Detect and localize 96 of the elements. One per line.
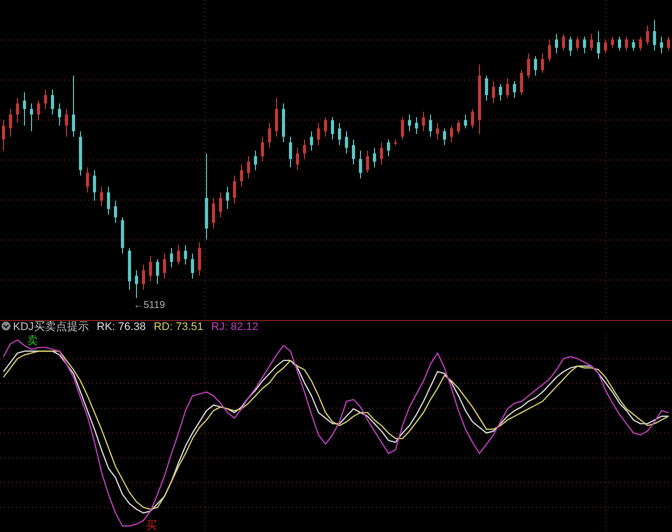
candlestick <box>246 156 250 179</box>
candlestick <box>218 192 222 218</box>
candlestick <box>604 38 608 54</box>
candlestick <box>526 52 530 79</box>
candlestick <box>86 166 90 193</box>
candlestick <box>338 122 342 146</box>
candlestick <box>16 97 20 124</box>
candlestick <box>660 36 664 54</box>
candlestick <box>106 186 110 216</box>
candlestick <box>288 136 292 168</box>
candlestick <box>520 70 524 96</box>
candlestick <box>170 247 174 268</box>
text: RD: 73.51 <box>154 321 204 333</box>
candlestick <box>260 136 264 162</box>
candlestick <box>2 120 6 152</box>
candlestick <box>176 244 180 266</box>
candlestick <box>316 122 320 146</box>
candlestick <box>428 114 432 138</box>
candlestick <box>568 36 572 57</box>
candlestick <box>540 52 544 74</box>
candlestick <box>470 108 474 129</box>
candlestick <box>64 108 68 138</box>
annotation: 卖 <box>27 334 38 348</box>
candlestick <box>408 114 412 132</box>
candlestick <box>226 186 230 210</box>
candlestick <box>344 130 348 154</box>
candlestick <box>450 125 454 143</box>
candlestick <box>512 80 516 98</box>
candlestick <box>274 97 278 138</box>
candlestick <box>464 114 468 129</box>
text: RK: 76.38 <box>96 321 146 333</box>
candlestick <box>352 139 356 166</box>
candlestick <box>142 264 146 290</box>
candlestick <box>548 38 552 62</box>
candlestick <box>358 150 362 179</box>
candlestick <box>268 122 272 148</box>
candlestick <box>442 128 446 146</box>
candlestick <box>8 108 12 138</box>
candlestick <box>618 36 622 52</box>
candlestick <box>36 100 40 121</box>
candlestick <box>184 244 188 266</box>
candlestick <box>240 164 244 188</box>
text: RJ: 82.12 <box>211 321 258 333</box>
candlestick <box>562 33 566 52</box>
chart-title: KDJ买卖点提示 <box>13 320 89 333</box>
candlestick <box>156 258 160 285</box>
candlestick <box>576 36 580 52</box>
candlestick <box>190 253 194 280</box>
candlestick <box>310 130 314 152</box>
candlestick <box>436 122 440 140</box>
candlestick <box>498 83 502 102</box>
candlestick <box>380 142 384 166</box>
candlestick <box>610 36 614 48</box>
candlestick <box>590 33 594 52</box>
candlestick <box>58 102 62 126</box>
candlestick <box>422 111 426 132</box>
candlestick <box>372 147 376 168</box>
candlestick <box>484 75 488 102</box>
candlestick <box>44 89 48 110</box>
candlestick <box>212 197 216 229</box>
candlestick <box>100 186 104 207</box>
candlestick <box>386 139 390 157</box>
text: ←5119 <box>134 300 166 311</box>
candlestick <box>554 33 558 54</box>
candlestick <box>296 147 300 171</box>
annotation: 买 <box>146 520 157 532</box>
candlestick <box>534 56 538 76</box>
candlestick <box>414 116 418 134</box>
candlestick <box>198 242 202 276</box>
candlestick <box>456 120 460 134</box>
candlestick <box>50 89 54 116</box>
candlestick <box>22 92 26 126</box>
candlestick <box>302 139 306 160</box>
candlestick <box>400 116 404 140</box>
candlestick <box>148 256 152 282</box>
candlestick <box>506 78 510 98</box>
candlestick <box>666 36 670 52</box>
candlestick <box>92 170 96 202</box>
candlestick <box>624 36 628 52</box>
candlestick <box>134 270 138 298</box>
candlestick <box>114 200 118 224</box>
candlestick <box>162 253 166 280</box>
candlestick <box>492 80 496 104</box>
candlestick <box>638 36 642 52</box>
candlestick <box>596 30 600 60</box>
candlestick <box>254 150 258 171</box>
candlestick <box>324 116 328 138</box>
candlestick <box>646 25 650 46</box>
candlestick <box>330 116 334 140</box>
candlestick <box>30 102 34 132</box>
candlestick <box>582 36 586 54</box>
candlestick <box>632 38 636 52</box>
candlestick <box>366 150 370 174</box>
candlestick <box>72 75 76 138</box>
candlestick <box>232 175 236 204</box>
candlestick <box>652 20 656 52</box>
